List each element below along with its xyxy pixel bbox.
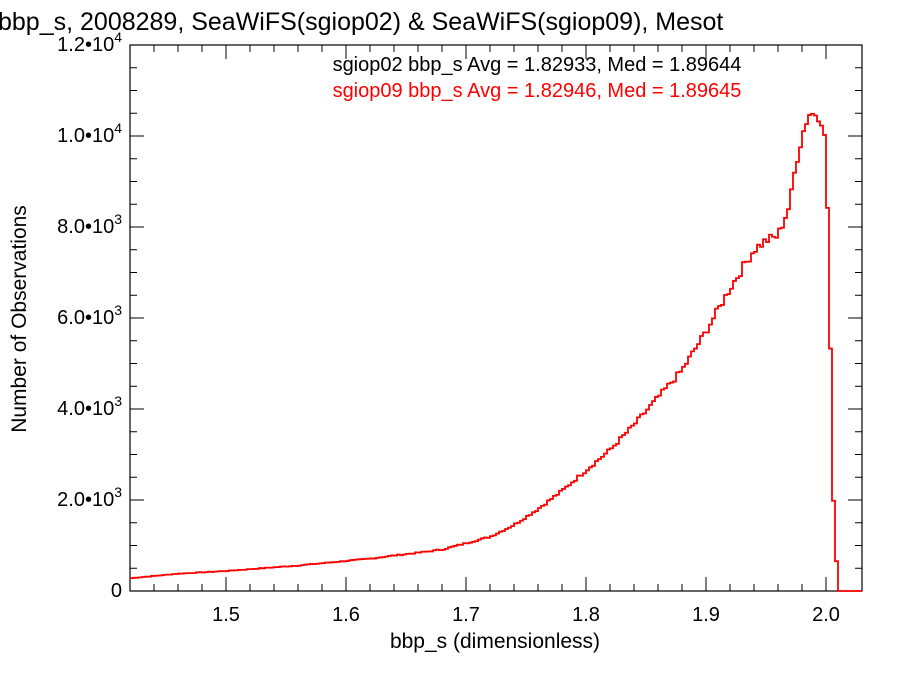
series-layer	[130, 112, 862, 592]
y-tick-label: 0	[111, 580, 122, 602]
chart-title: bbp_s, 2008289, SeaWiFS(sgiop02) & SeaWi…	[0, 8, 723, 36]
y-axis-label: Number of Observations	[8, 205, 31, 433]
x-axis-label: bbp_s (dimensionless)	[390, 630, 600, 653]
plot-border	[129, 44, 863, 592]
annotation-layer: sgiop02 bbp_s Avg = 1.82933, Med = 1.896…	[333, 54, 742, 102]
x-tick-label: 1.9	[692, 604, 720, 626]
x-tick-label: 1.7	[452, 604, 480, 626]
x-tick-label: 1.5	[212, 604, 240, 626]
y-tick-label: 1.2•104	[57, 29, 122, 56]
plot-frame	[129, 44, 863, 592]
stats-annotation: sgiop09 bbp_s Avg = 1.82946, Med = 1.896…	[333, 80, 742, 102]
x-tick-label: 2.0	[812, 604, 840, 626]
x-axis-ticks: 1.5 1.6 1.7 1.8 1.9 2.0	[129, 45, 840, 626]
y-tick-label: 6.0•103	[57, 302, 122, 329]
y-tick-label: 8.0•103	[57, 211, 122, 238]
y-tick-label: 4.0•103	[57, 393, 122, 420]
y-tick-label: 2.0•103	[57, 484, 122, 511]
y-axis-ticks: 0 2.0•103 4.0•103 6.0•103 8.0•103 1.0•104 1.2•…	[57, 29, 862, 602]
histogram-series-line	[130, 112, 862, 592]
y-tick-label: 1.0•104	[57, 120, 122, 147]
x-tick-label: 1.8	[572, 604, 600, 626]
x-tick-label: 1.6	[332, 604, 360, 626]
stats-annotation: sgiop02 bbp_s Avg = 1.82933, Med = 1.896…	[333, 54, 742, 76]
